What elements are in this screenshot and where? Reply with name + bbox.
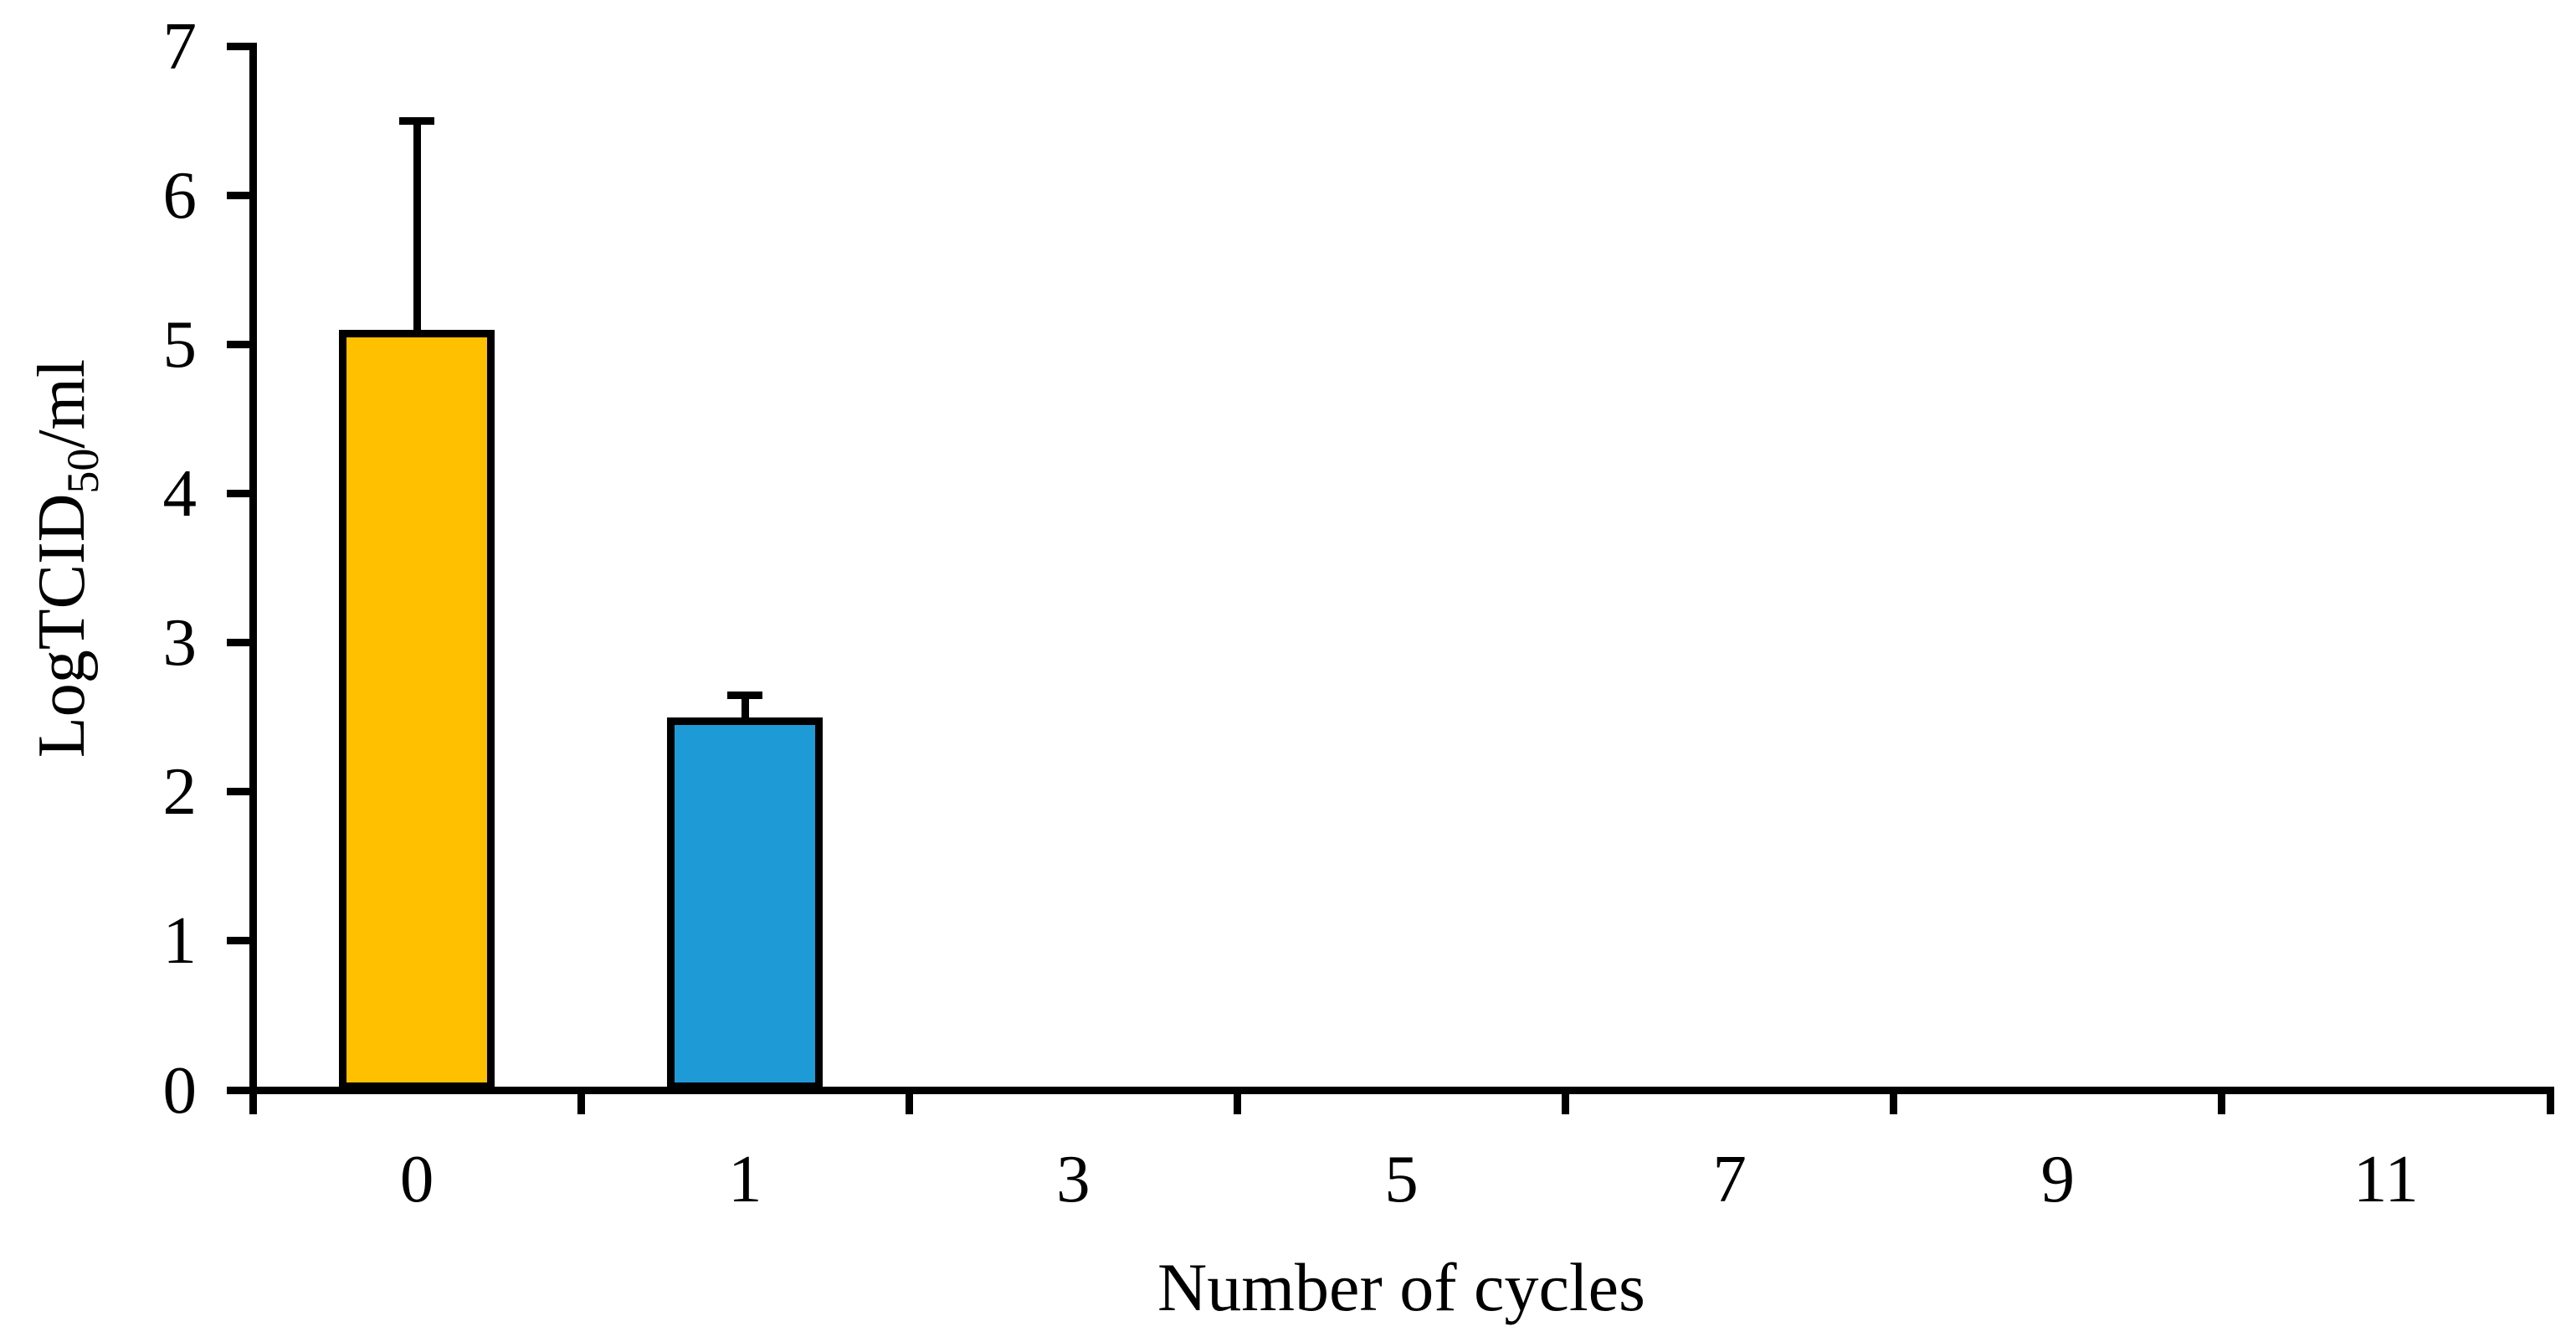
y-tick-mark [226, 341, 257, 348]
x-tick-mark [2546, 1086, 2554, 1114]
error-bar-cap [399, 116, 435, 125]
x-tick-mark [1562, 1086, 1570, 1114]
y-tick-mark [226, 490, 257, 498]
y-axis-title-prefix: LogTCID [25, 493, 99, 758]
y-tick-label: 7 [162, 8, 198, 84]
error-bar-cap [727, 691, 763, 699]
y-tick-mark [226, 191, 257, 199]
x-tick-mark [1233, 1086, 1241, 1114]
x-tick-label: 1 [727, 1141, 762, 1216]
y-tick-mark [226, 639, 257, 647]
bar [667, 717, 824, 1090]
x-tick-label: 11 [2353, 1141, 2419, 1216]
x-tick-mark [577, 1086, 585, 1114]
x-axis-title: Number of cycles [1157, 1249, 1645, 1325]
x-tick-label: 3 [1056, 1141, 1090, 1216]
x-tick-mark [2218, 1086, 2226, 1114]
y-tick-label: 0 [162, 1051, 198, 1128]
x-axis-line [249, 1087, 2553, 1094]
x-tick-mark [905, 1086, 913, 1114]
error-bar-stem [413, 121, 421, 332]
y-tick-label: 2 [162, 753, 198, 830]
y-tick-mark [226, 42, 257, 50]
y-tick-label: 4 [162, 455, 198, 532]
y-tick-mark [226, 1086, 257, 1094]
x-tick-label: 5 [1384, 1141, 1419, 1216]
x-tick-label: 0 [399, 1141, 434, 1216]
y-tick-mark [226, 937, 257, 945]
x-tick-mark [1890, 1086, 1898, 1114]
bar [339, 329, 495, 1090]
y-tick-label: 6 [162, 157, 198, 233]
y-axis-title-suffix: /ml [25, 358, 99, 449]
error-bar-stem [741, 695, 749, 719]
y-tick-label: 1 [162, 902, 198, 979]
y-axis-title-subscript: 50 [58, 448, 108, 494]
x-tick-label: 9 [2040, 1141, 2076, 1216]
y-tick-label: 3 [162, 604, 198, 681]
y-tick-label: 5 [162, 306, 198, 382]
x-tick-label: 7 [1712, 1141, 1747, 1216]
y-axis-title: LogTCID50/ml [25, 359, 108, 758]
y-tick-mark [226, 788, 257, 796]
x-tick-mark [249, 1086, 257, 1114]
y-axis-line [249, 43, 257, 1094]
